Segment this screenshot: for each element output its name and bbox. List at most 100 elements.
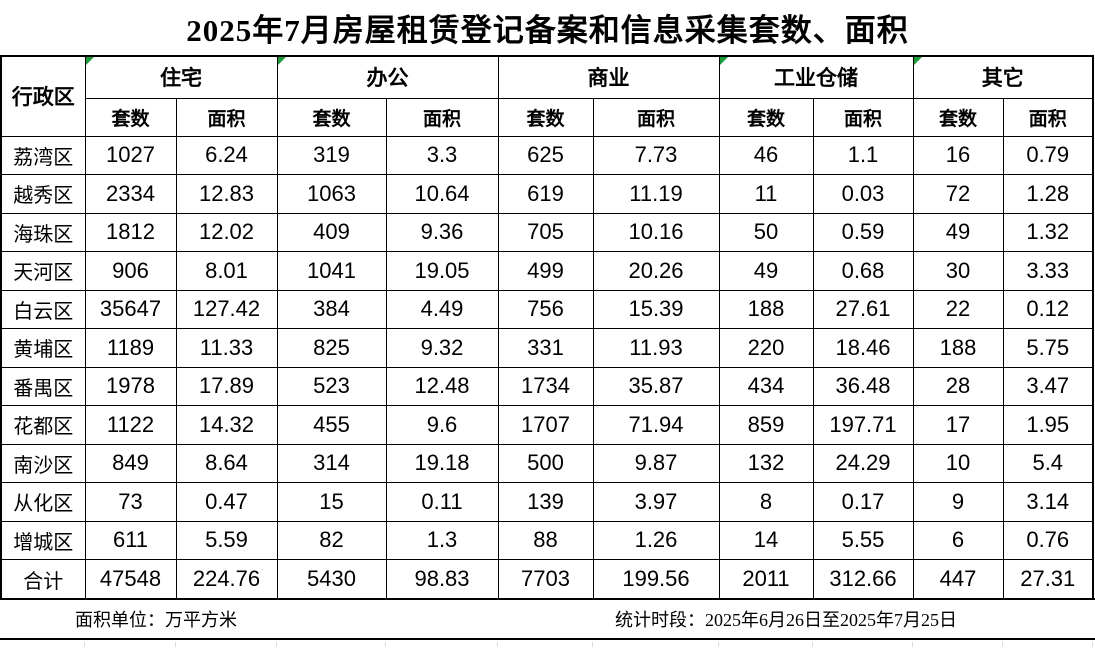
area-value-cell[interactable]: 8.64 <box>175 443 278 483</box>
units-value-cell[interactable]: 1041 <box>276 251 387 291</box>
header-units[interactable]: 套数 <box>497 97 594 137</box>
header-area[interactable]: 面积 <box>592 97 720 137</box>
area-value-cell[interactable]: 1.32 <box>1002 212 1094 252</box>
area-value-cell[interactable]: 1.1 <box>812 135 914 175</box>
area-value-cell[interactable]: 11.93 <box>592 328 720 368</box>
header-units[interactable]: 套数 <box>276 97 387 137</box>
area-value-cell[interactable]: 197.71 <box>812 405 914 445</box>
area-value-cell[interactable]: 0.11 <box>385 482 499 522</box>
area-value-cell[interactable]: 10.16 <box>592 212 720 252</box>
area-value-cell[interactable]: 17.89 <box>175 366 278 406</box>
area-value-cell[interactable]: 0.03 <box>812 174 914 214</box>
header-group-office[interactable]: 办公 <box>276 55 499 99</box>
district-cell[interactable]: 白云区 <box>0 289 86 329</box>
units-value-cell[interactable]: 619 <box>497 174 594 214</box>
area-value-cell[interactable]: 1.26 <box>592 520 720 560</box>
units-value-cell[interactable]: 6 <box>912 520 1004 560</box>
units-value-cell[interactable]: 8 <box>718 482 814 522</box>
units-value-cell[interactable]: 1707 <box>497 405 594 445</box>
units-value-cell[interactable]: 1189 <box>84 328 177 368</box>
area-value-cell[interactable]: 5.55 <box>812 520 914 560</box>
header-area[interactable]: 面积 <box>385 97 499 137</box>
units-value-cell[interactable]: 447 <box>912 559 1004 598</box>
units-value-cell[interactable]: 1812 <box>84 212 177 252</box>
area-value-cell[interactable]: 5.4 <box>1002 443 1094 483</box>
units-value-cell[interactable]: 7703 <box>497 559 594 598</box>
units-value-cell[interactable]: 15 <box>276 482 387 522</box>
units-value-cell[interactable]: 28 <box>912 366 1004 406</box>
area-value-cell[interactable]: 0.47 <box>175 482 278 522</box>
district-cell[interactable]: 番禺区 <box>0 366 86 406</box>
area-value-cell[interactable]: 9.87 <box>592 443 720 483</box>
units-value-cell[interactable]: 14 <box>718 520 814 560</box>
units-value-cell[interactable]: 188 <box>718 289 814 329</box>
header-group-industrial-storage[interactable]: 工业仓储 <box>718 55 914 99</box>
units-value-cell[interactable]: 500 <box>497 443 594 483</box>
header-area[interactable]: 面积 <box>812 97 914 137</box>
area-value-cell[interactable]: 1.95 <box>1002 405 1094 445</box>
units-value-cell[interactable]: 859 <box>718 405 814 445</box>
units-value-cell[interactable]: 9 <box>912 482 1004 522</box>
units-value-cell[interactable]: 434 <box>718 366 814 406</box>
area-value-cell[interactable]: 3.97 <box>592 482 720 522</box>
area-value-cell[interactable]: 12.83 <box>175 174 278 214</box>
header-group-residential[interactable]: 住宅 <box>84 55 278 99</box>
units-value-cell[interactable]: 906 <box>84 251 177 291</box>
area-value-cell[interactable]: 3.47 <box>1002 366 1094 406</box>
area-value-cell[interactable]: 5.75 <box>1002 328 1094 368</box>
header-units[interactable]: 套数 <box>84 97 177 137</box>
district-cell[interactable]: 天河区 <box>0 251 86 291</box>
units-value-cell[interactable]: 625 <box>497 135 594 175</box>
units-value-cell[interactable]: 17 <box>912 405 1004 445</box>
units-value-cell[interactable]: 319 <box>276 135 387 175</box>
area-value-cell[interactable]: 4.49 <box>385 289 499 329</box>
area-value-cell[interactable]: 199.56 <box>592 559 720 598</box>
units-value-cell[interactable]: 72 <box>912 174 1004 214</box>
units-value-cell[interactable]: 5430 <box>276 559 387 598</box>
area-value-cell[interactable]: 71.94 <box>592 405 720 445</box>
units-value-cell[interactable]: 88 <box>497 520 594 560</box>
units-value-cell[interactable]: 409 <box>276 212 387 252</box>
district-cell[interactable]: 花都区 <box>0 405 86 445</box>
units-value-cell[interactable]: 314 <box>276 443 387 483</box>
area-value-cell[interactable]: 0.17 <box>812 482 914 522</box>
units-value-cell[interactable]: 49 <box>912 212 1004 252</box>
header-units[interactable]: 套数 <box>718 97 814 137</box>
area-value-cell[interactable]: 9.6 <box>385 405 499 445</box>
units-value-cell[interactable]: 2334 <box>84 174 177 214</box>
units-value-cell[interactable]: 331 <box>497 328 594 368</box>
district-cell[interactable]: 黄埔区 <box>0 328 86 368</box>
units-value-cell[interactable]: 46 <box>718 135 814 175</box>
units-value-cell[interactable]: 220 <box>718 328 814 368</box>
units-value-cell[interactable]: 30 <box>912 251 1004 291</box>
area-value-cell[interactable]: 24.29 <box>812 443 914 483</box>
header-group-commercial[interactable]: 商业 <box>497 55 720 99</box>
units-value-cell[interactable]: 455 <box>276 405 387 445</box>
header-district[interactable]: 行政区 <box>0 55 86 137</box>
units-value-cell[interactable]: 1027 <box>84 135 177 175</box>
units-value-cell[interactable]: 73 <box>84 482 177 522</box>
area-value-cell[interactable]: 14.32 <box>175 405 278 445</box>
area-value-cell[interactable]: 5.59 <box>175 520 278 560</box>
area-value-cell[interactable]: 1.3 <box>385 520 499 560</box>
units-value-cell[interactable]: 188 <box>912 328 1004 368</box>
area-value-cell[interactable]: 20.26 <box>592 251 720 291</box>
area-value-cell[interactable]: 0.79 <box>1002 135 1094 175</box>
units-value-cell[interactable]: 35647 <box>84 289 177 329</box>
units-value-cell[interactable]: 132 <box>718 443 814 483</box>
area-value-cell[interactable]: 27.61 <box>812 289 914 329</box>
area-value-cell[interactable]: 8.01 <box>175 251 278 291</box>
district-cell[interactable]: 荔湾区 <box>0 135 86 175</box>
units-value-cell[interactable]: 523 <box>276 366 387 406</box>
area-value-cell[interactable]: 127.42 <box>175 289 278 329</box>
area-value-cell[interactable]: 9.36 <box>385 212 499 252</box>
area-value-cell[interactable]: 18.46 <box>812 328 914 368</box>
units-value-cell[interactable]: 1978 <box>84 366 177 406</box>
area-value-cell[interactable]: 312.66 <box>812 559 914 598</box>
area-value-cell[interactable]: 1.28 <box>1002 174 1094 214</box>
area-value-cell[interactable]: 12.48 <box>385 366 499 406</box>
district-cell[interactable]: 合计 <box>0 559 86 598</box>
header-group-other[interactable]: 其它 <box>912 55 1094 99</box>
header-area[interactable]: 面积 <box>1002 97 1094 137</box>
area-value-cell[interactable]: 19.18 <box>385 443 499 483</box>
